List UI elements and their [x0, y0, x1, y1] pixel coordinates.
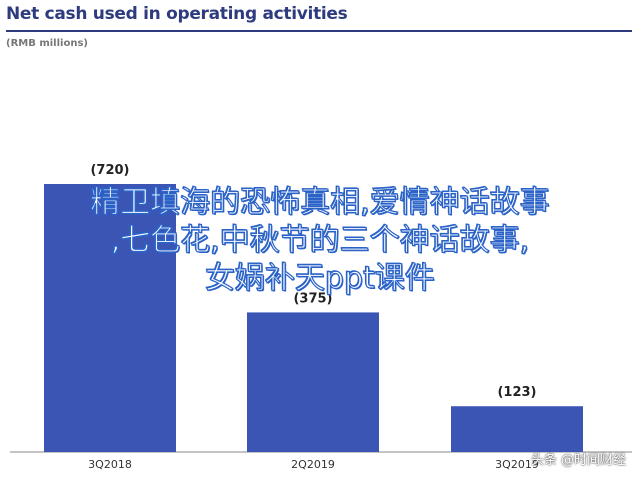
data-label-2Q2019: (375): [293, 291, 332, 306]
x-tick-label-3Q2018: 3Q2018: [88, 458, 132, 471]
overlay-caption: 精卫填海的恐怖真相,爱情神话故事 ,七色花,中秋节的三个神话故事, 女娲补天pp…: [0, 184, 640, 298]
overlay-line-2: ,七色花,中秋节的三个神话故事,: [110, 222, 530, 258]
data-label-3Q2018: (720): [90, 163, 129, 178]
overlay-line-3: 女娲补天ppt课件: [204, 260, 435, 296]
x-tick-label-3Q2019: 3Q2019: [495, 458, 539, 471]
chart-title: Net cash used in operating activities: [6, 4, 348, 24]
x-tick-label-2Q2019: 2Q2019: [291, 458, 335, 471]
data-label-3Q2019: (123): [497, 385, 536, 400]
overlay-line-1: 精卫填海的恐怖真相,爱情神话故事: [90, 184, 551, 220]
title-divider: [6, 30, 632, 32]
bar-2Q2019: [247, 312, 379, 452]
bar-3Q2019: [451, 406, 583, 452]
source-watermark: 头条 @时间财经: [530, 453, 626, 468]
chart-subtitle: (RMB millions): [6, 38, 88, 49]
bar-3Q2018: [44, 184, 176, 452]
